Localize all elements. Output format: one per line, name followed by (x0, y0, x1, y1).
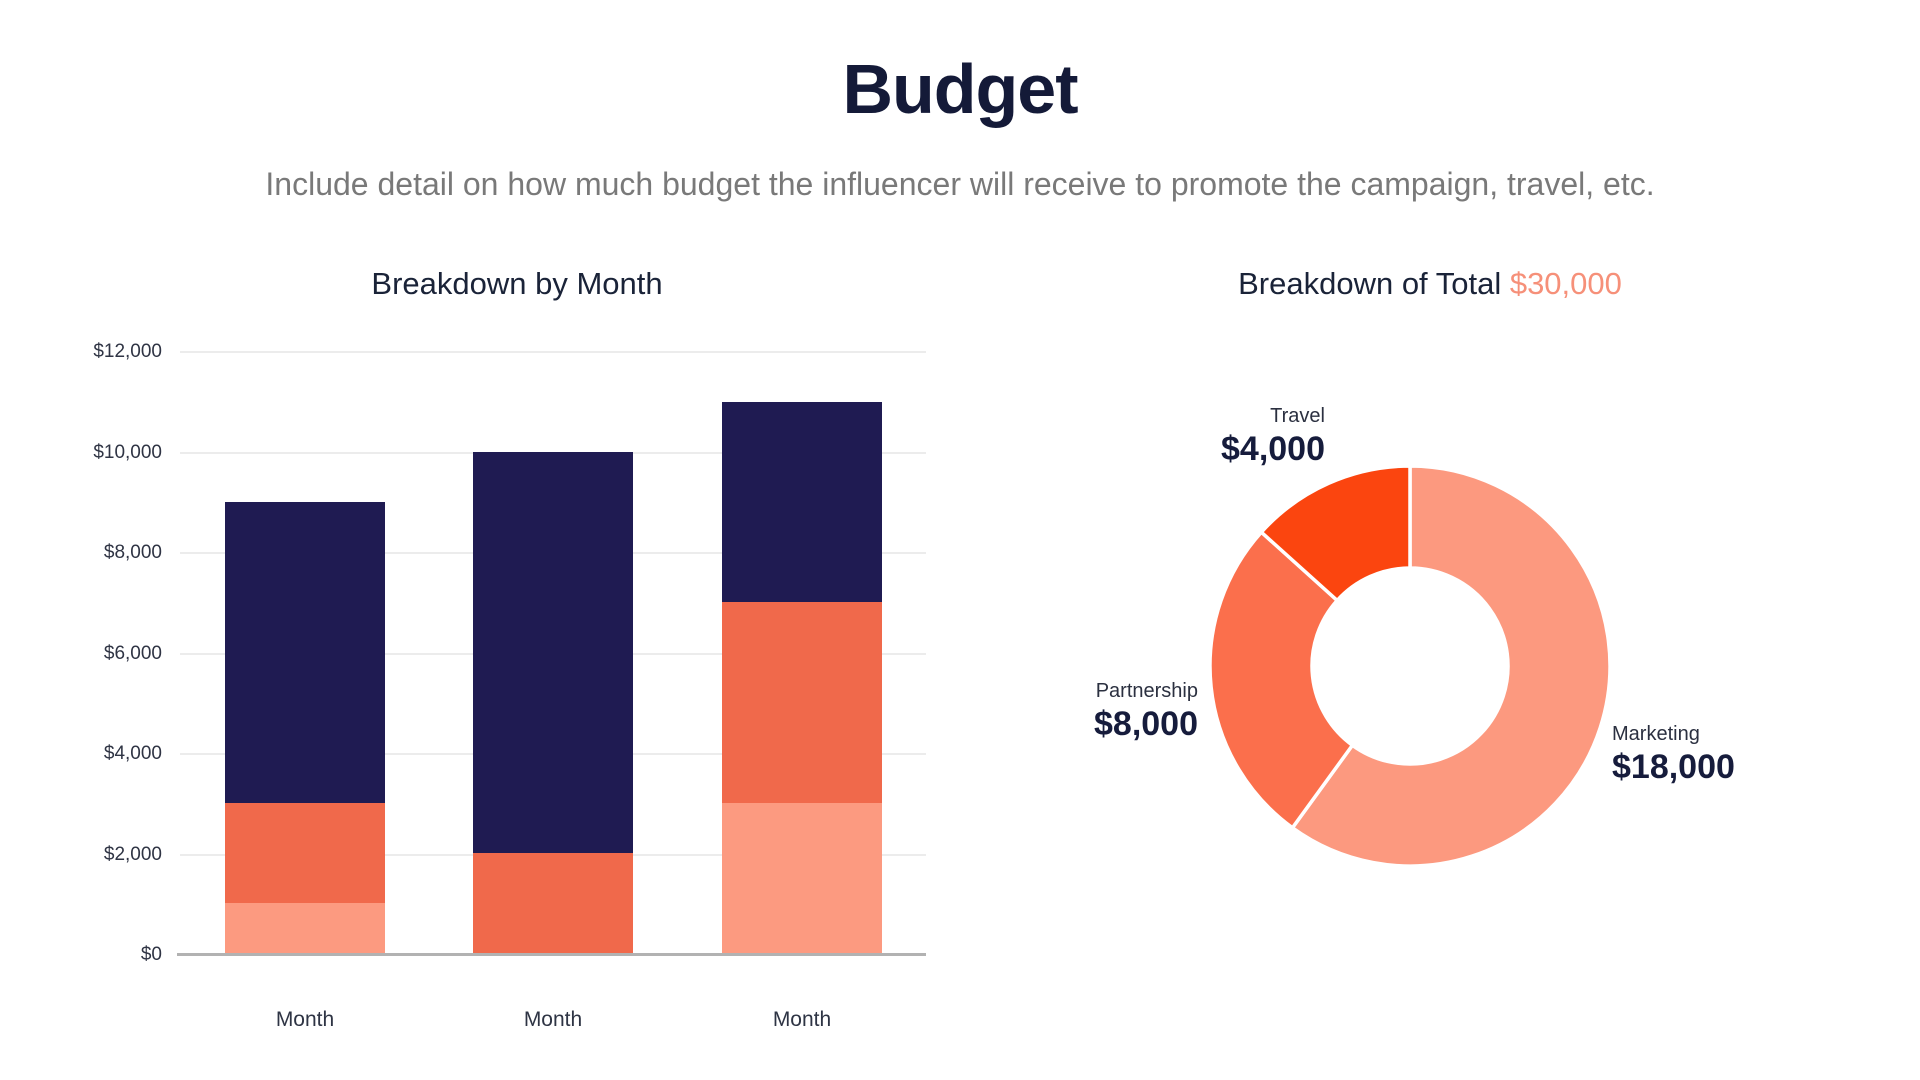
bar-segment-top-segment-navy (722, 402, 882, 603)
y-axis-tick-label: $4,000 (103, 743, 162, 764)
y-axis-tick-label: $6,000 (103, 642, 162, 664)
donut-label-partnership-name: Partnership (1095, 680, 1198, 702)
bar-segment-top-segment-navy (225, 502, 385, 803)
donut-label-travel: Travel $4,000 (1080, 404, 1325, 468)
donut-label-travel-name: Travel (1270, 405, 1325, 427)
bar-month-3 (722, 402, 882, 953)
y-axis-tick-label: $10,000 (93, 441, 162, 463)
donut-label-marketing: Marketing $18,000 (1612, 722, 1892, 786)
donut-label-marketing-value: $18,000 (1612, 748, 1735, 786)
page-title: Budget (842, 50, 1078, 128)
donut-chart-title-total: $30,000 (1509, 266, 1622, 301)
bar-segment-middle-segment-orange (473, 852, 633, 953)
page-subtitle: Include detail on how much budget the in… (265, 166, 1655, 202)
y-axis-tick-label: $12,000 (93, 341, 162, 362)
bar-segment-bottom-segment-salmon (722, 802, 882, 953)
x-axis-label: Month (275, 1008, 335, 1031)
x-axis-label: Month (523, 1008, 583, 1031)
donut-label-partnership-value: $8,000 (1094, 705, 1198, 743)
bar-month-2 (473, 452, 633, 953)
donut-chart-title-text: Breakdown of Total (1238, 266, 1502, 301)
bar-chart: $0 $2,000 $4,000 $6,000 $8,000 $10,000 $12,000… (93, 341, 926, 1031)
y-axis-tick-label: $2,000 (103, 843, 162, 865)
bar-segment-middle-segment-orange (225, 802, 385, 903)
donut-segment-marketing (1289, 464, 1612, 868)
bar-segment-top-segment-navy (473, 452, 633, 853)
bar-segment-bottom-segment-salmon (225, 902, 385, 953)
donut-segment-partnership (1208, 529, 1355, 831)
x-axis-label: Month (772, 1008, 832, 1031)
bar-month-1 (225, 502, 385, 953)
donut-label-travel-value: $4,000 (1221, 430, 1325, 468)
bar-segment-middle-segment-orange (722, 602, 882, 803)
donut-chart-title: Breakdown of Total $30,000 (1030, 265, 1830, 303)
bar-chart-title: Breakdown by Month (371, 266, 663, 301)
donut-label-partnership: Partnership $8,000 (955, 679, 1198, 743)
donut-chart (1208, 464, 1612, 868)
x-axis-line (177, 953, 926, 956)
y-axis-tick-label: $8,000 (103, 542, 162, 563)
donut-segment-travel (1258, 464, 1412, 603)
gridline (180, 351, 926, 353)
y-axis-tick-label: $0 (140, 944, 162, 965)
donut-label-marketing-name: Marketing (1612, 723, 1700, 745)
